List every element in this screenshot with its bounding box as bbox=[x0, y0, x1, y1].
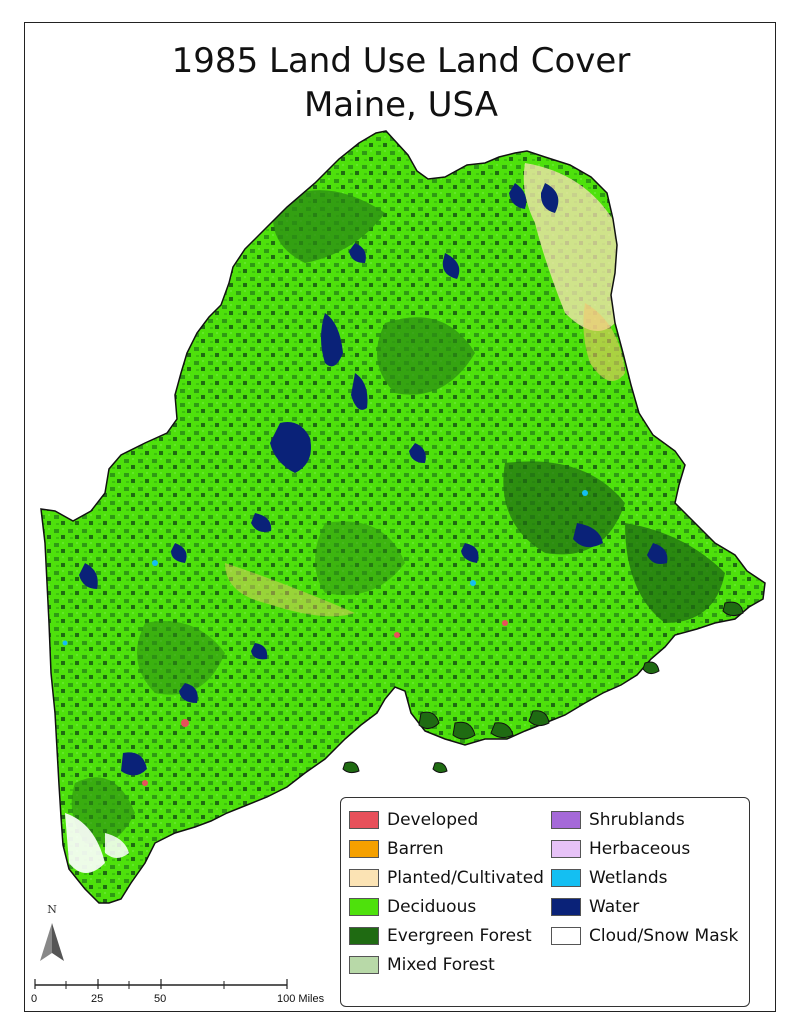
map-title: 1985 Land Use Land Cover Maine, USA bbox=[25, 39, 777, 127]
legend-swatch bbox=[551, 869, 581, 887]
legend-swatch bbox=[349, 898, 379, 916]
legend-item-evergreen-forest: Evergreen Forest bbox=[349, 924, 532, 948]
legend-item-developed: Developed bbox=[349, 808, 478, 832]
legend-item-herbaceous: Herbaceous bbox=[551, 837, 690, 861]
legend: Developed Barren Planted/Cultivated Deci… bbox=[340, 797, 750, 1007]
legend-item-deciduous: Deciduous bbox=[349, 895, 476, 919]
legend-item-shrublands: Shrublands bbox=[551, 808, 685, 832]
state-landmass bbox=[41, 131, 765, 903]
scale-label-25: 25 bbox=[91, 993, 104, 1005]
legend-item-mixed-forest: Mixed Forest bbox=[349, 953, 495, 977]
legend-swatch bbox=[349, 840, 379, 858]
legend-label: Planted/Cultivated bbox=[387, 868, 544, 888]
legend-swatch bbox=[551, 927, 581, 945]
legend-swatch bbox=[551, 811, 581, 829]
scale-label-50: 50 bbox=[154, 993, 167, 1005]
legend-label: Developed bbox=[387, 810, 479, 830]
legend-item-cloud-snow-mask: Cloud/Snow Mask bbox=[551, 924, 738, 948]
legend-swatch bbox=[349, 869, 379, 887]
legend-label: Cloud/Snow Mask bbox=[589, 926, 739, 946]
legend-label: Barren bbox=[387, 839, 444, 859]
legend-item-planted-cultivated: Planted/Cultivated bbox=[349, 866, 544, 890]
legend-label: Shrublands bbox=[589, 810, 685, 830]
coastal-islands bbox=[342, 601, 744, 774]
maine-land-cover-map bbox=[34, 130, 766, 989]
legend-swatch bbox=[349, 811, 379, 829]
legend-swatch bbox=[551, 898, 581, 916]
legend-label: Herbaceous bbox=[589, 839, 691, 859]
legend-label: Evergreen Forest bbox=[387, 926, 532, 946]
title-line-1: 1985 Land Use Land Cover bbox=[171, 41, 631, 81]
land-cover-patches bbox=[62, 163, 725, 873]
legend-item-wetlands: Wetlands bbox=[551, 866, 668, 890]
north-arrow-icon bbox=[40, 923, 64, 961]
scale-bar-graphic bbox=[34, 979, 288, 989]
legend-item-water: Water bbox=[551, 895, 639, 919]
legend-item-barren: Barren bbox=[349, 837, 444, 861]
legend-label: Deciduous bbox=[387, 897, 477, 917]
north-letter: N bbox=[47, 903, 57, 916]
legend-swatch bbox=[349, 927, 379, 945]
legend-label: Water bbox=[589, 897, 640, 917]
north-arrow: N bbox=[37, 903, 67, 965]
scale-label-100-miles: 100 Miles bbox=[277, 993, 325, 1005]
scale-label-0: 0 bbox=[31, 993, 38, 1005]
title-line-2: Maine, USA bbox=[303, 85, 499, 125]
map-frame: 1985 Land Use Land Cover Maine, USA bbox=[24, 22, 776, 1012]
legend-label: Wetlands bbox=[589, 868, 668, 888]
legend-swatch bbox=[551, 840, 581, 858]
legend-swatch bbox=[349, 956, 379, 974]
legend-label: Mixed Forest bbox=[387, 955, 495, 975]
